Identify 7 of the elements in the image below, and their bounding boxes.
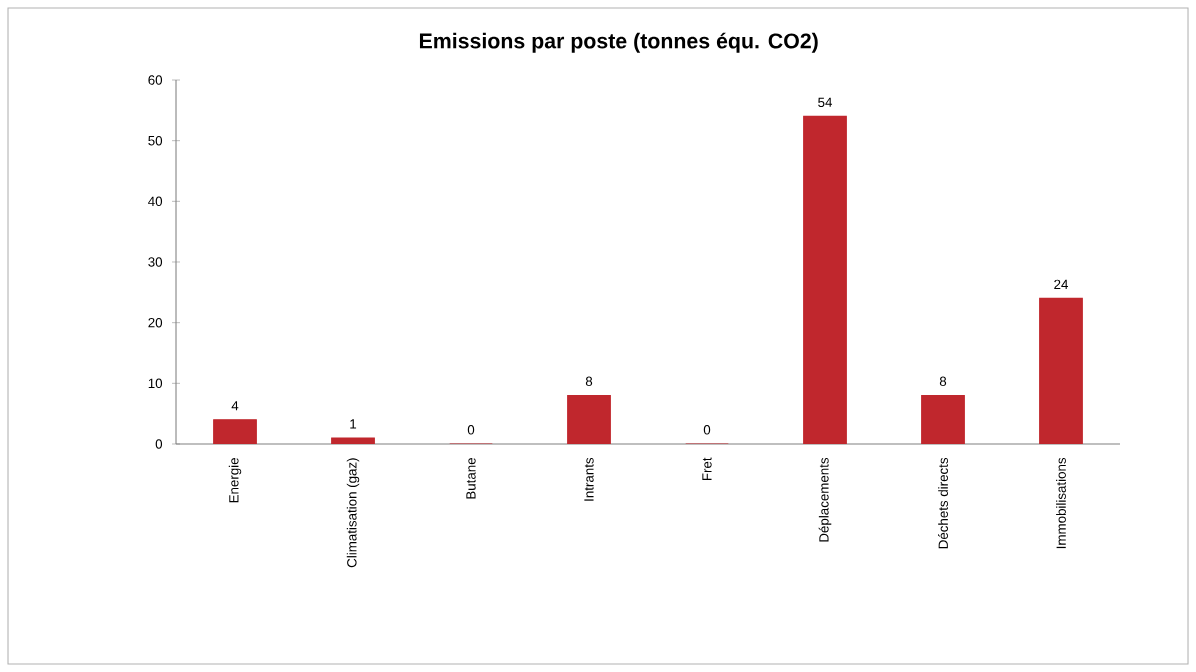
bar — [1039, 297, 1083, 444]
bar — [921, 394, 965, 444]
bar — [213, 419, 257, 444]
bar — [567, 394, 611, 444]
chart-title: Emissions par poste (tonnes équ. CO2) — [419, 32, 818, 53]
bar — [331, 437, 375, 444]
bar — [803, 115, 847, 444]
